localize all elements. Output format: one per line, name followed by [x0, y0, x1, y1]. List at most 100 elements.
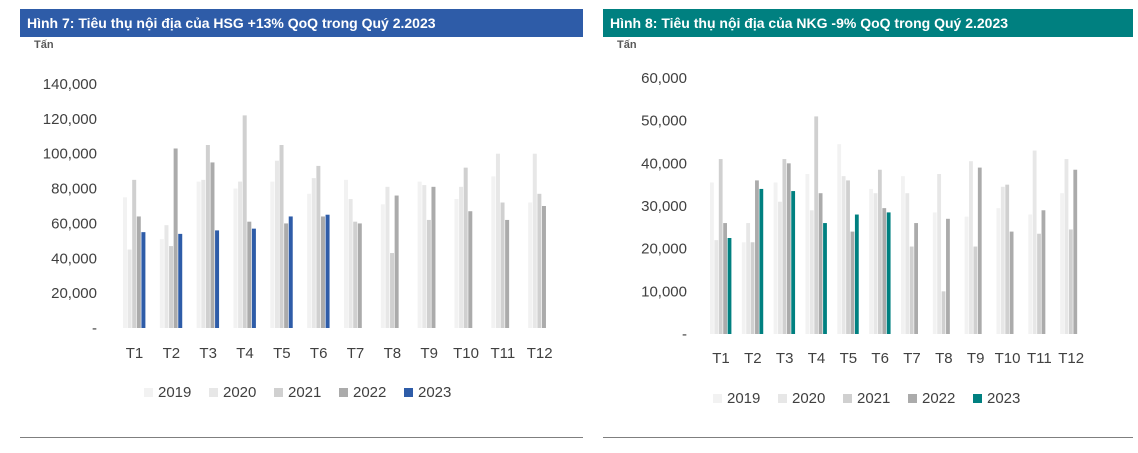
- x-tick-label: T6: [871, 350, 889, 367]
- bar-2022-T4: [818, 193, 823, 334]
- bar-2020-T5: [274, 160, 279, 328]
- bar-chart-hsg: - 20,000 40,000 60,000 80,000 100,000 120,000 1…: [43, 76, 553, 401]
- y-tick-label: 50,000: [641, 113, 687, 130]
- bar-2020-T10: [1000, 186, 1005, 334]
- bar-2019-T3: [773, 182, 778, 334]
- bar-2023-T1: [727, 238, 732, 334]
- legend-swatch-2021: [843, 394, 852, 403]
- bar-2020-T3: [201, 179, 206, 328]
- bar-2020-T2: [746, 223, 751, 334]
- bar-2022-T2: [755, 180, 759, 334]
- bar-2019-T12: [528, 202, 533, 328]
- bar-2020-T11: [1032, 150, 1037, 334]
- x-tick-label: T12: [527, 345, 553, 362]
- bar-2022-T8: [394, 195, 399, 328]
- x-tick-label: T7: [347, 345, 365, 362]
- bar-2022-T11: [1041, 210, 1046, 334]
- bar-2022-T10: [1009, 231, 1014, 334]
- x-tick-label: T11: [1027, 350, 1052, 367]
- x-tick-label: T7: [903, 350, 921, 367]
- chart-panel-hsg: Hình 7: Tiêu thụ nội địa của HSG +13% Qo…: [20, 0, 583, 453]
- bar-2021-T10: [463, 167, 468, 328]
- y-tick-label: 140,000: [43, 76, 97, 93]
- bar-2021-T2: [169, 246, 174, 328]
- x-tick-label: T5: [273, 345, 291, 362]
- y-tick-label: 40,000: [641, 155, 687, 172]
- bar-2021-T8: [941, 291, 946, 334]
- chart-title-hsg: Hình 7: Tiêu thụ nội địa của HSG +13% Qo…: [20, 9, 583, 37]
- bar-2021-T3: [782, 159, 787, 334]
- y-axis-unit-hsg: Tấn: [34, 39, 54, 51]
- x-tick-label: T10: [995, 350, 1021, 367]
- bar-2021-T9: [973, 246, 978, 334]
- legend-label-2020: 2020: [792, 390, 825, 407]
- bar-2023-T2: [759, 188, 764, 334]
- bar-2019-T9: [964, 216, 969, 334]
- bar-2019-T2: [741, 242, 746, 334]
- legend-label-2019: 2019: [158, 384, 191, 401]
- bar-2023-T1: [141, 232, 146, 328]
- bar-2020-T4: [809, 210, 814, 334]
- x-tick-label: T1: [712, 350, 730, 367]
- bar-2021-T5: [279, 145, 284, 328]
- x-tick-label: T5: [840, 350, 858, 367]
- bar-2020-T1: [127, 249, 132, 328]
- bar-2022-T1: [136, 216, 141, 328]
- bar-2020-T12: [532, 153, 537, 328]
- bar-2020-T12: [1064, 159, 1069, 334]
- bar-2019-T6: [869, 188, 873, 334]
- x-tick-label: T9: [420, 345, 438, 362]
- bar-2019-T11: [1028, 214, 1033, 334]
- y-tick-label: 30,000: [641, 198, 687, 215]
- x-tick-label: T4: [808, 350, 826, 367]
- x-tick-label: T3: [776, 350, 794, 367]
- legend-swatch-2022: [339, 388, 348, 397]
- bar-2021-T5: [846, 180, 850, 334]
- bar-2019-T12: [1060, 193, 1064, 334]
- bar-2021-T3: [205, 145, 210, 328]
- bar-2022-T11: [505, 219, 510, 328]
- bar-2021-T2: [750, 242, 755, 334]
- bar-2022-T7: [357, 223, 362, 328]
- bar-2022-T3: [210, 162, 215, 328]
- bar-2020-T3: [778, 201, 782, 334]
- y-tick-label: 60,000: [51, 215, 97, 232]
- bar-2021-T12: [1068, 229, 1073, 334]
- bar-2020-T1: [714, 240, 719, 334]
- bar-2022-T8: [946, 218, 950, 334]
- bar-2020-T4: [238, 181, 243, 328]
- x-tick-label: T2: [163, 345, 181, 362]
- y-tick-label: 100,000: [43, 146, 97, 163]
- bar-2020-T6: [873, 193, 878, 334]
- bar-2023-T6: [325, 214, 330, 328]
- bottom-divider-hsg: [20, 437, 583, 438]
- bar-2020-T6: [311, 178, 316, 328]
- bar-2019-T10: [454, 199, 459, 328]
- bar-2019-T5: [270, 181, 275, 328]
- bar-2019-T11: [491, 176, 496, 328]
- legend-swatch-2021: [274, 388, 283, 397]
- bar-2019-T10: [996, 208, 1001, 334]
- bar-2021-T12: [537, 193, 542, 328]
- bar-2021-T7: [909, 246, 914, 334]
- bar-2022-T6: [882, 208, 887, 334]
- bar-2021-T6: [877, 169, 882, 334]
- chart-panel-nkg: Hình 8: Tiêu thụ nội địa của NKG -9% QoQ…: [603, 0, 1133, 453]
- chart-title-nkg: Hình 8: Tiêu thụ nội địa của NKG -9% QoQ…: [603, 9, 1133, 37]
- bar-2021-T7: [353, 221, 358, 328]
- y-tick-label: 20,000: [51, 285, 97, 302]
- y-tick-label: 20,000: [641, 241, 687, 258]
- bar-2020-T10: [459, 186, 464, 328]
- x-tick-label: T1: [126, 345, 144, 362]
- legend-label-2020: 2020: [223, 384, 256, 401]
- bar-2021-T9: [426, 219, 431, 328]
- bar-2021-T1: [718, 159, 723, 334]
- bar-2020-T8: [385, 186, 390, 328]
- x-tick-label: T6: [310, 345, 328, 362]
- bar-2022-T7: [914, 223, 918, 334]
- x-tick-label: T3: [199, 345, 217, 362]
- bar-2021-T10: [1005, 184, 1010, 334]
- bar-2019-T9: [417, 181, 422, 328]
- x-tick-label: T12: [1058, 350, 1084, 367]
- bar-2023-T3: [215, 230, 220, 328]
